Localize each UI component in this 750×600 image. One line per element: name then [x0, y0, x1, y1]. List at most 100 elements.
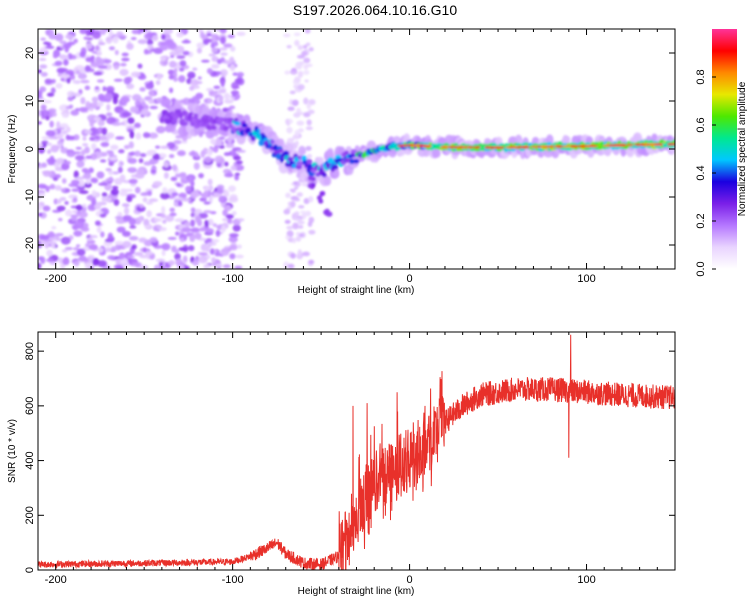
spectrogram-cell: [127, 157, 138, 164]
snr-ylabel: SNR (10 * v/v): [7, 419, 18, 483]
spectrogram-cell: [99, 159, 107, 163]
spectrogram-cell: [148, 198, 159, 203]
colorbar-tick-label: 0.4: [695, 165, 707, 180]
spectrogram-cell: [82, 173, 92, 180]
spectrogram-cell: [56, 199, 62, 204]
spectrogram-cell: [60, 73, 71, 79]
spectrogram-cell: [298, 233, 305, 237]
spectrogram-cell: [138, 264, 149, 269]
spectrogram-cell: [204, 228, 215, 234]
spectrogram-cell: [102, 86, 107, 92]
spectrogram-cell: [44, 78, 53, 85]
spectrogram-cell: [66, 150, 76, 158]
spectrogram-cell: [65, 209, 73, 217]
spectrogram-cell: [105, 112, 113, 117]
spectrogram-cell: [294, 198, 301, 202]
spectrogram-cell: [521, 145, 531, 149]
spectrogram-cell: [160, 56, 167, 62]
spectrogram-cell: [228, 185, 236, 192]
snr-ytick-label: 200: [24, 506, 36, 524]
spectrogram-cell: [174, 99, 181, 109]
spectrogram-cell: [140, 192, 149, 197]
spectrogram-cell: [108, 31, 114, 37]
spectrogram-ytick-label: -10: [24, 189, 36, 205]
spectrogram-cell: [100, 141, 110, 148]
spectrogram-cell: [190, 190, 200, 198]
spectrogram-cell: [307, 109, 315, 115]
spectrogram-cell: [290, 252, 296, 259]
spectrogram-cell: [308, 195, 314, 203]
spectrogram-cell: [91, 96, 99, 103]
spectrogram-cell: [171, 192, 179, 197]
spectrogram-cell: [168, 74, 175, 80]
spectrogram-cell: [128, 217, 136, 226]
spectrogram-cell: [38, 212, 43, 217]
spectrogram-cell: [138, 216, 143, 223]
spectrogram-cell: [43, 100, 52, 104]
spectrogram-cell: [229, 253, 236, 260]
spectrogram-cell: [67, 96, 74, 102]
spectrogram-cell: [177, 150, 186, 157]
spectrogram-cell: [50, 87, 56, 94]
spectrogram-cell: [193, 162, 200, 170]
spectrogram-cell: [291, 99, 299, 107]
spectrogram-cell: [115, 243, 122, 251]
spectrogram-cell: [168, 154, 175, 159]
spectrogram-cell: [222, 107, 228, 113]
spectrogram-cell: [296, 160, 304, 167]
spectrogram-cell: [127, 117, 135, 125]
spectrogram-cell: [213, 41, 219, 47]
spectrogram-cell: [149, 105, 158, 110]
spectrogram-cell: [306, 103, 312, 110]
spectrogram-cell: [90, 177, 98, 183]
spectrogram-cell: [94, 86, 99, 90]
spectrogram-cell: [229, 244, 238, 251]
spectrogram-cell: [307, 221, 313, 227]
spectrogram-cell: [108, 46, 116, 51]
spectrogram-cell: [52, 112, 57, 117]
spectrogram-cell: [46, 249, 53, 257]
spectrogram-cell: [52, 52, 59, 59]
spectrogram-cell: [156, 73, 163, 80]
spectrogram-cell: [220, 52, 228, 56]
spectrogram-cell: [297, 84, 305, 91]
spectrogram-xtick-label: 0: [407, 273, 413, 285]
spectrogram-cell: [89, 136, 95, 141]
spectrogram-cell: [90, 62, 100, 68]
spectrogram-cell: [182, 198, 192, 202]
spectrogram-cell: [290, 188, 296, 193]
spectrogram-cell: [56, 205, 66, 212]
spectrogram-cell: [128, 178, 138, 184]
spectrogram-cell: [233, 121, 241, 126]
spectrogram-cell: [75, 244, 81, 248]
spectrogram-cell: [56, 121, 61, 129]
colorbar-label: Normalized spectral amplitude: [737, 81, 748, 216]
spectrogram-cell: [143, 218, 150, 227]
spectrogram-cell: [77, 73, 87, 80]
spectrogram-cell: [92, 258, 100, 266]
snr-panel: -200 -100 0 100 0 200 400 600 800 Height of stra…: [7, 331, 676, 597]
spectrogram-cell: [115, 265, 125, 269]
spectrogram-cell: [59, 197, 67, 201]
spectrogram-cell: [161, 206, 166, 214]
spectrogram-cell: [145, 151, 156, 156]
spectrogram-cell: [176, 183, 182, 187]
spectrogram-cell: [223, 152, 231, 157]
spectrogram-cell: [227, 34, 235, 39]
spectrogram-cell: [41, 109, 50, 117]
spectrogram-cell: [473, 146, 481, 149]
spectrogram-cell: [153, 217, 162, 223]
spectrogram-cell: [287, 156, 294, 162]
spectrogram-cell: [67, 90, 75, 98]
spectrogram-cell: [45, 115, 50, 121]
spectrogram-cell: [150, 168, 157, 174]
spectrogram-cell: [123, 76, 131, 85]
spectrogram-cell: [203, 264, 211, 269]
spectrogram-cell: [106, 116, 117, 125]
spectrogram-cell: [211, 47, 219, 53]
spectrogram-cell: [132, 94, 142, 102]
spectrogram-cell: [211, 56, 219, 62]
spectrogram-cell: [127, 255, 135, 259]
spectrogram-cell: [217, 138, 222, 147]
